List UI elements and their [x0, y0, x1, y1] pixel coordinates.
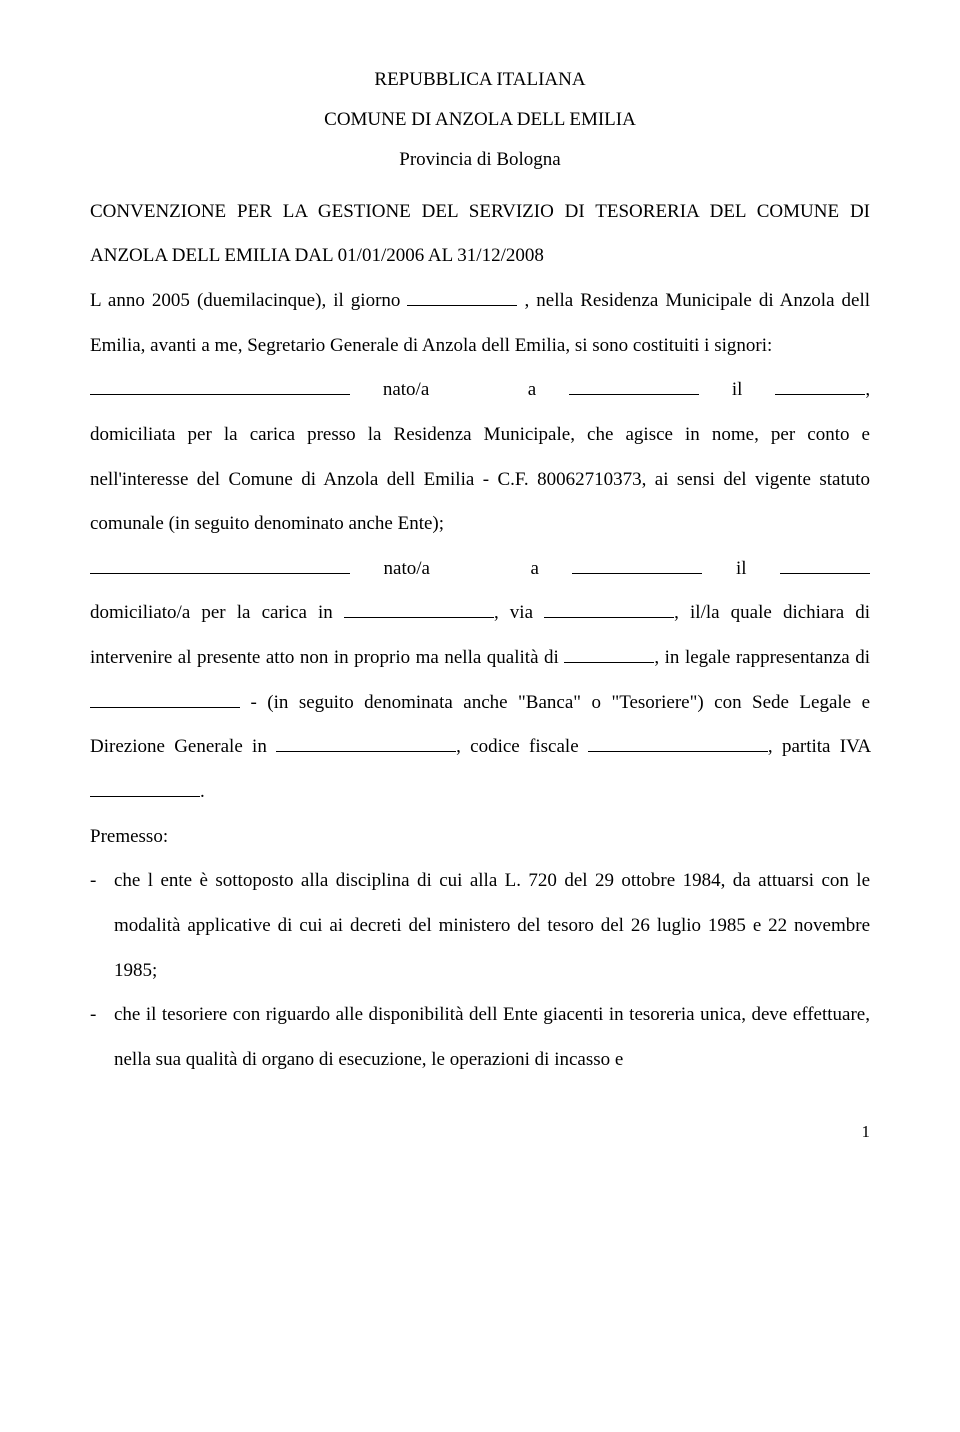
domiciliato-block: domiciliato/a per la carica in , via , i… [90, 591, 870, 814]
blank-name-2 [90, 555, 350, 574]
blank-sede [276, 733, 456, 752]
blank-rappresentanza [90, 689, 240, 708]
anno-b: 2005 [152, 290, 190, 311]
premesso-label: Premesso: [90, 815, 870, 860]
domiciliata: domiciliata per la [90, 424, 238, 445]
blank-carica-in [344, 599, 494, 618]
legale: legale rappresentanza di [685, 647, 870, 668]
header-line-2: COMUNE DI ANZOLA DELL EMILIA [90, 100, 870, 140]
premesso-list: che l ente è sottoposto alla disciplina … [90, 859, 870, 1082]
duemilacinque: (duemilacinque), il giorno [197, 290, 400, 311]
in-text: , in [654, 647, 679, 668]
list-item: che l ente è sottoposto alla disciplina … [90, 859, 870, 993]
fiscale: fiscale [529, 736, 579, 757]
domiciliato: domiciliato/a per la carica in [90, 602, 333, 623]
residenza: , nella Residenza Municipale di [524, 290, 773, 311]
blank-data-1 [775, 376, 865, 395]
a-2: a [530, 558, 538, 579]
carica-residenza: carica presso la Residenza Municipale, c… [250, 424, 870, 445]
blank-via [544, 599, 674, 618]
domiciliata-block: domiciliata per la carica presso la Resi… [90, 413, 870, 547]
blank-luogo-1 [569, 376, 699, 395]
header-block: REPUBBLICA ITALIANA COMUNE DI ANZOLA DEL… [90, 60, 870, 180]
comma-1: , [865, 379, 870, 400]
blank-qualita [564, 644, 654, 663]
via: , via [494, 602, 533, 623]
illaquale: , il/la quale [674, 602, 772, 623]
blank-luogo-2 [572, 555, 702, 574]
convenzione-a: CONVENZIONE PER LA GESTIONE DEL SERVIZIO… [90, 201, 839, 222]
blank-iva [90, 778, 200, 797]
codice: , codice [456, 736, 520, 757]
inseguito: - (in seguito denominata anche "Banca" o [250, 692, 601, 713]
header-line-1: REPUBBLICA ITALIANA [90, 60, 870, 100]
blank-giorno [407, 287, 517, 306]
a-1: a [528, 379, 536, 400]
signatory-1-line: nato/a a il , [90, 368, 870, 413]
blank-data-2 [780, 555, 870, 574]
il-2: il [736, 558, 747, 579]
page-number: 1 [90, 1112, 870, 1152]
blank-fiscale [588, 733, 768, 752]
list-item: che il tesoriere con riguardo alle dispo… [90, 993, 870, 1082]
header-line-3: Provincia di Bologna [90, 140, 870, 180]
nato-1: nato/a [383, 379, 429, 400]
costituiti: costituiti i signori: [633, 335, 772, 356]
period: . [200, 781, 205, 802]
convention-title: CONVENZIONE PER LA GESTIONE DEL SERVIZIO… [90, 190, 870, 279]
signatory-2-line: nato/a a il [90, 547, 870, 592]
nellinteresse: nell'interesse del Comune di Anzola dell… [90, 469, 811, 490]
intro-paragraph: L anno 2005 (duemilacinque), il giorno ,… [90, 279, 870, 368]
il-1: il [732, 379, 743, 400]
blank-name-1 [90, 376, 350, 395]
anno-a: L anno [90, 290, 145, 311]
nato-2: nato/a [384, 558, 430, 579]
partita: , partita IVA [768, 736, 870, 757]
